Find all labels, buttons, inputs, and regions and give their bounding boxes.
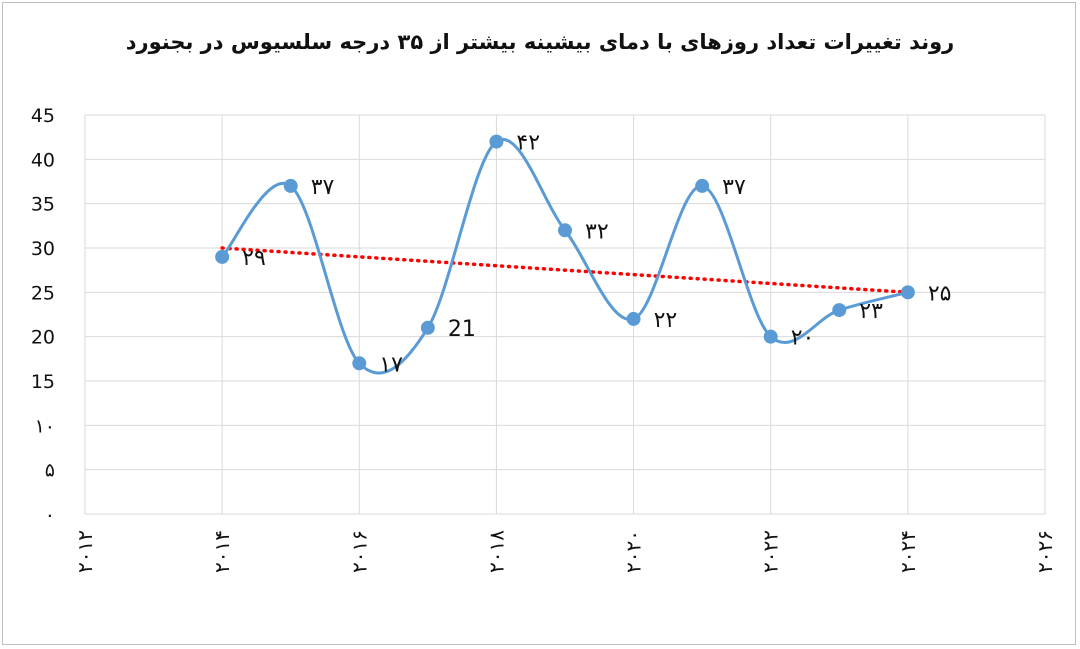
data-point — [558, 223, 572, 238]
x-tick-label: ۲۰۲۲ — [759, 530, 783, 573]
x-tick-label: ۲۰۲۰ — [622, 530, 646, 573]
data-point — [215, 249, 230, 264]
chart-title: روند تغییرات تعداد روزهای با دمای بیشینه… — [125, 30, 955, 54]
x-tick-label: ۲۰۲۴ — [896, 530, 920, 573]
data-point — [283, 178, 298, 193]
x-tick-label: ۲۰۱۲ — [73, 530, 97, 573]
data-point — [900, 285, 915, 300]
data-point — [626, 311, 641, 326]
y-tick-label: ۱۰ — [35, 415, 55, 437]
data-label: ۳۲ — [585, 219, 609, 244]
x-tick-label: ۲۰۱۴ — [210, 530, 234, 573]
x-tick-label: ۲۰۲۶ — [1033, 530, 1057, 573]
y-tick-label: 45 — [31, 105, 55, 127]
data-point — [489, 134, 504, 149]
y-tick-label: 35 — [31, 194, 55, 216]
x-tick-label: ۲۰۱۸ — [484, 530, 508, 573]
y-tick-label: ۵ — [45, 460, 55, 482]
y-tick-label: 40 — [31, 149, 55, 171]
data-label: ۲۹ — [242, 246, 266, 271]
data-label: 21 — [448, 317, 476, 342]
data-point — [695, 178, 710, 193]
y-tick-label: 25 — [31, 282, 55, 304]
data-label: ۳۷ — [311, 175, 335, 200]
data-point — [420, 320, 435, 335]
y-axis-ticks: ۰ ۵ ۱۰ 15 20 25 30 35 40 45 — [31, 105, 55, 526]
data-label: ۲۲ — [654, 308, 678, 333]
trendline — [220, 246, 910, 295]
y-tick-label: ۰ — [45, 504, 55, 526]
data-point — [763, 329, 778, 344]
data-label: ۳۷ — [722, 175, 746, 200]
trendline-path — [220, 246, 910, 295]
y-tick-label: 30 — [31, 238, 55, 260]
data-label: ۲۵ — [928, 281, 952, 306]
data-label: ۴۲ — [516, 131, 540, 156]
data-point — [832, 303, 847, 318]
data-label: ۲۰ — [791, 326, 815, 351]
x-axis-ticks: ۲۰۱۲ ۲۰۱۴ ۲۰۱۶ ۲۰۱۸ ۲۰۲۰ ۲۰۲۲ ۲۰۲۴ ۲۰۲۶ — [73, 530, 1057, 573]
data-series — [215, 134, 915, 375]
x-tick-label: ۲۰۱۶ — [347, 530, 371, 573]
data-point — [352, 356, 367, 371]
y-tick-label: 20 — [31, 327, 55, 349]
grid-lines — [84, 114, 1046, 515]
data-label: ۱۷ — [379, 352, 403, 377]
y-tick-label: 15 — [31, 371, 55, 393]
data-labels: ۲۹ ۳۷ ۱۷ 21 ۴۲ ۳۲ ۲۲ ۳۷ ۲۰ ۲۳ ۲۵ — [242, 131, 951, 378]
data-label: ۲۳ — [859, 299, 883, 324]
